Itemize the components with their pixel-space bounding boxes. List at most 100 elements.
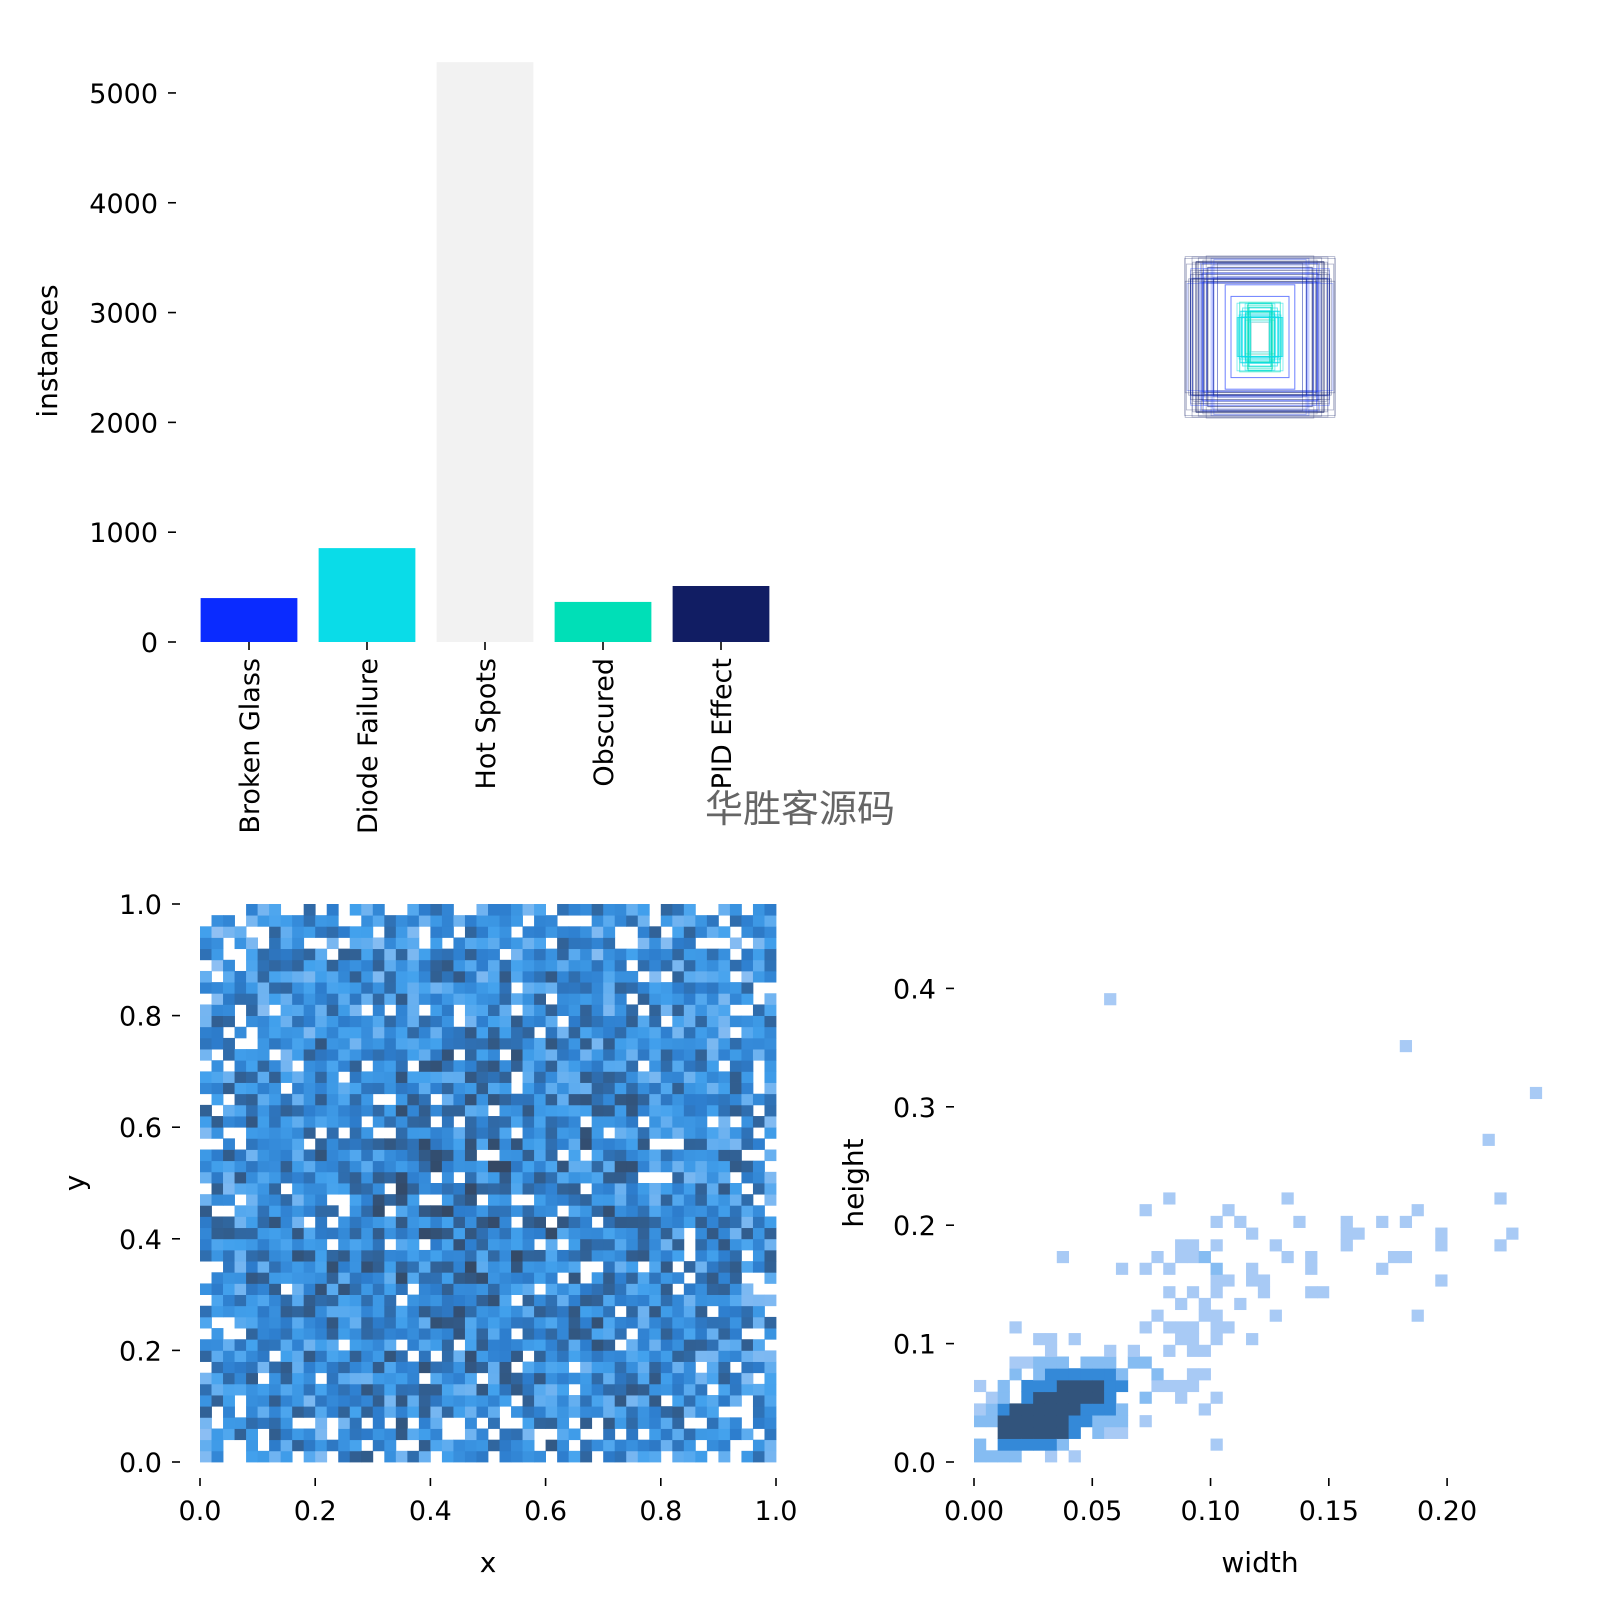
heatmap-cell [488,904,500,916]
heatmap-cell [557,1071,570,1083]
heatmap-cell [303,1238,316,1251]
heatmap-cell [580,1450,593,1463]
heatmap-cell [372,1249,385,1262]
label-box-outline [1207,266,1313,408]
heatmap-cell [326,1049,339,1061]
heatmap-cell [246,1127,258,1139]
heatmap-cell [534,1383,546,1396]
heatmap-cell [1068,1333,1081,1346]
heatmap-cell [476,1316,489,1329]
heatmap-cell [695,1037,708,1050]
heatmap-cell [499,1116,512,1128]
heatmap-cell [292,1383,305,1396]
heatmap-cell [499,1171,512,1184]
heatmap-cell [649,1272,662,1284]
heatmap-cell [522,1316,535,1329]
heatmap-cell [292,1160,305,1173]
heatmap-cell [315,982,328,994]
heatmap-cell [338,1316,351,1329]
heatmap-cell [211,1216,224,1229]
heatmap-cell [499,1037,512,1050]
heatmap-cell [580,1160,593,1173]
heatmap-cell [603,1450,616,1463]
heatmap-cell [257,1283,270,1295]
label-box-outline [1198,274,1322,400]
heatmap-cell [614,1082,627,1095]
heatmap-cell [741,1294,754,1307]
heatmap-cell [407,1116,420,1128]
heatmap-cell [326,915,339,927]
heatmap-cell [557,1350,570,1362]
heatmap-cell [326,1439,339,1452]
heatmap-cell [464,1428,477,1441]
heatmap-cell [637,959,650,972]
heatmap-cell [1044,1344,1058,1357]
heatmap-cell [349,1171,362,1184]
heatmap-cell [580,1417,593,1429]
heatmap-cell [603,904,616,916]
heatmap-cell [418,1127,431,1139]
heatmap-cell [557,1060,570,1072]
heatmap-cell [476,1071,489,1083]
heatmap-cell [395,1227,408,1240]
bar [436,62,534,642]
heatmap-cell [545,1361,558,1374]
heatmap-cell [223,1216,235,1229]
heatmap-cell [580,982,593,994]
heatmap-cell [280,1339,293,1351]
heatmap-cell [499,1383,512,1396]
heatmap-cell [349,1116,362,1128]
heatmap-cell [292,1238,305,1251]
heatmap-cell [683,1171,696,1184]
heatmap-cell [269,1316,282,1329]
label-box-outline [1198,270,1322,404]
heatmap-cell [1340,1239,1353,1252]
heatmap-cell [292,1339,305,1351]
heatmap-cell [626,1238,639,1251]
heatmap-cell [1009,1438,1022,1451]
heatmap-cell [545,1417,558,1429]
heatmap-cell [580,1104,593,1117]
heatmap-cell [488,1015,500,1028]
heatmap-cell [706,1160,719,1173]
heatmap-cell [649,1316,662,1329]
heatmap-cell [200,1439,212,1452]
heatmap-cell [384,1160,397,1173]
heatmap-cell [223,1283,235,1295]
heatmap-cell [729,1339,742,1351]
heatmap-cell [407,915,420,927]
heatmap-cell [326,1138,339,1150]
heatmap-cell [557,959,570,972]
heatmap-cell [418,993,431,1005]
heatmap-cell [315,1026,328,1039]
heatmap-cell [395,1350,408,1362]
heatmap-cell [395,1060,408,1072]
heatmap-cell [407,1160,420,1173]
heatmap-cell [223,1183,235,1195]
heatmap-cell [464,937,477,950]
heatmap-cell [326,1249,339,1262]
heatmap-cell [223,1227,235,1240]
heatmap-cell [603,1183,616,1195]
heatmap-cell [372,1439,385,1452]
heatmap-cell [511,1060,523,1072]
heatmap-cell [522,937,535,950]
heatmap-cell [349,1395,362,1407]
heatmap-cell [1104,1403,1117,1416]
heatmap-cell [741,1372,754,1385]
label-box-outline [1238,314,1282,360]
heatmap-cell [257,948,270,961]
heatmap-cell [764,970,777,983]
heatmap-cell [580,993,593,1005]
heatmap-cell [395,1261,408,1273]
heatmap-cell [626,1037,639,1050]
heatmap-cell [464,1127,477,1139]
heatmap-cell [534,1004,546,1016]
heatmap-cell [1222,1321,1235,1334]
heatmap-cell [534,1316,546,1329]
heatmap-cell [200,926,212,938]
heatmap-cell [534,1060,546,1072]
heatmap-cell [464,1261,477,1273]
heatmap-cell [338,970,351,983]
heatmap-cell [522,993,535,1005]
